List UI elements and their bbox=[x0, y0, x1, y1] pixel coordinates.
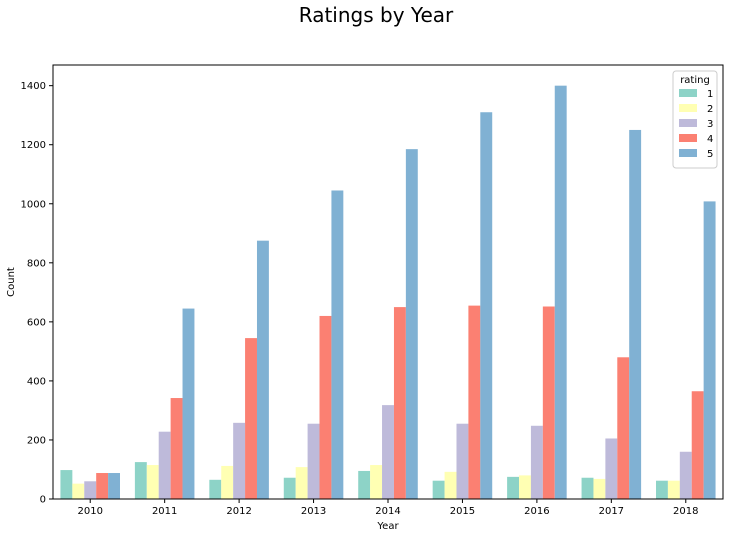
bar-2015-rating-2 bbox=[444, 471, 457, 499]
bar-2012-rating-1 bbox=[209, 479, 222, 499]
legend-title: rating bbox=[680, 75, 710, 86]
x-tick-label: 2013 bbox=[301, 506, 326, 517]
y-tick-label: 400 bbox=[27, 376, 46, 387]
bar-2018-rating-4 bbox=[691, 391, 704, 499]
bar-2011-rating-5 bbox=[182, 308, 195, 499]
y-tick-label: 1400 bbox=[21, 81, 46, 92]
bar-2010-rating-5 bbox=[108, 473, 120, 499]
bar-2012-rating-4 bbox=[245, 338, 257, 499]
bar-2012-rating-3 bbox=[233, 422, 246, 499]
x-axis-label: Year bbox=[376, 521, 399, 532]
bar-2014-rating-4 bbox=[393, 307, 406, 499]
bar-2014-rating-5 bbox=[405, 149, 418, 499]
bar-2012-rating-5 bbox=[256, 240, 269, 500]
bar-2017-rating-2 bbox=[593, 478, 606, 499]
bar-2016-rating-5 bbox=[554, 85, 567, 500]
bar-2011-rating-3 bbox=[158, 431, 171, 499]
y-tick-label: 0 bbox=[40, 495, 46, 506]
bar-2017-rating-1 bbox=[581, 477, 594, 499]
x-tick-label: 2011 bbox=[152, 506, 177, 517]
legend-swatch-3 bbox=[679, 119, 697, 127]
y-tick-label: 600 bbox=[27, 317, 46, 328]
bar-2015-rating-4 bbox=[468, 305, 481, 499]
bar-2016-rating-4 bbox=[542, 306, 555, 499]
bar-2016-rating-2 bbox=[519, 475, 531, 499]
bar-2013-rating-3 bbox=[307, 423, 320, 499]
y-tick-label: 1000 bbox=[21, 199, 46, 210]
bar-2010-rating-1 bbox=[60, 470, 73, 499]
bar-2015-rating-1 bbox=[432, 480, 445, 499]
x-tick-label: 2015 bbox=[450, 506, 475, 517]
x-tick-label: 2017 bbox=[599, 506, 624, 517]
bar-2011-rating-1 bbox=[134, 462, 147, 499]
legend-label-1: 1 bbox=[707, 89, 713, 100]
x-axis: 2010 2011 2012 2013 2014 2015 2016 2017 2018 bbox=[77, 499, 699, 517]
bar-2010-rating-2 bbox=[72, 483, 85, 499]
bar-2014-rating-3 bbox=[382, 405, 394, 499]
y-tick-label: 1200 bbox=[21, 140, 46, 151]
bar-2017-rating-5 bbox=[629, 129, 642, 499]
legend-swatch-4 bbox=[679, 134, 697, 142]
y-tick-label: 200 bbox=[27, 435, 46, 446]
bar-2018-rating-3 bbox=[679, 451, 692, 499]
bar-2018-rating-1 bbox=[656, 480, 668, 499]
bar-2017-rating-3 bbox=[605, 438, 618, 499]
bar-2010-rating-4 bbox=[96, 473, 109, 499]
bar-2017-rating-4 bbox=[617, 357, 630, 499]
legend-swatch-1 bbox=[679, 89, 697, 97]
bar-2016-rating-3 bbox=[530, 425, 543, 499]
bar-2013-rating-1 bbox=[283, 477, 296, 499]
bar-2014-rating-1 bbox=[358, 470, 371, 499]
x-tick-label: 2012 bbox=[226, 506, 251, 517]
bar-2011-rating-2 bbox=[146, 465, 159, 499]
legend-swatch-5 bbox=[679, 149, 697, 157]
legend-label-2: 2 bbox=[707, 104, 713, 115]
bar-2013-rating-2 bbox=[295, 467, 308, 499]
bar-2014-rating-2 bbox=[370, 465, 383, 499]
bar-2012-rating-2 bbox=[221, 465, 234, 499]
x-tick-label: 2018 bbox=[673, 506, 698, 517]
bar-2018-rating-5 bbox=[703, 201, 716, 499]
legend: rating 1 2 3 4 5 bbox=[672, 70, 718, 169]
bar-2018-rating-2 bbox=[667, 480, 680, 499]
legend-swatch-2 bbox=[679, 104, 697, 112]
bars-group bbox=[60, 85, 716, 500]
x-tick-label: 2010 bbox=[77, 506, 102, 517]
bar-2011-rating-4 bbox=[170, 398, 183, 499]
bar-2016-rating-1 bbox=[507, 476, 520, 499]
x-tick-label: 2014 bbox=[375, 506, 400, 517]
y-axis-label: Count bbox=[6, 267, 17, 297]
bar-2013-rating-5 bbox=[331, 190, 344, 500]
x-tick-label: 2016 bbox=[524, 506, 549, 517]
y-tick-label: 800 bbox=[27, 258, 46, 269]
bar-2010-rating-3 bbox=[84, 481, 97, 499]
y-axis: 0 200 400 600 800 1000 1200 1400 bbox=[21, 81, 53, 506]
legend-label-4: 4 bbox=[707, 134, 713, 145]
bar-2013-rating-4 bbox=[319, 315, 332, 499]
legend-label-3: 3 bbox=[707, 119, 713, 130]
bar-2015-rating-5 bbox=[480, 112, 493, 500]
legend-label-5: 5 bbox=[707, 149, 713, 160]
chart-title: Ratings by Year bbox=[299, 3, 454, 27]
bar-2015-rating-3 bbox=[456, 423, 469, 499]
